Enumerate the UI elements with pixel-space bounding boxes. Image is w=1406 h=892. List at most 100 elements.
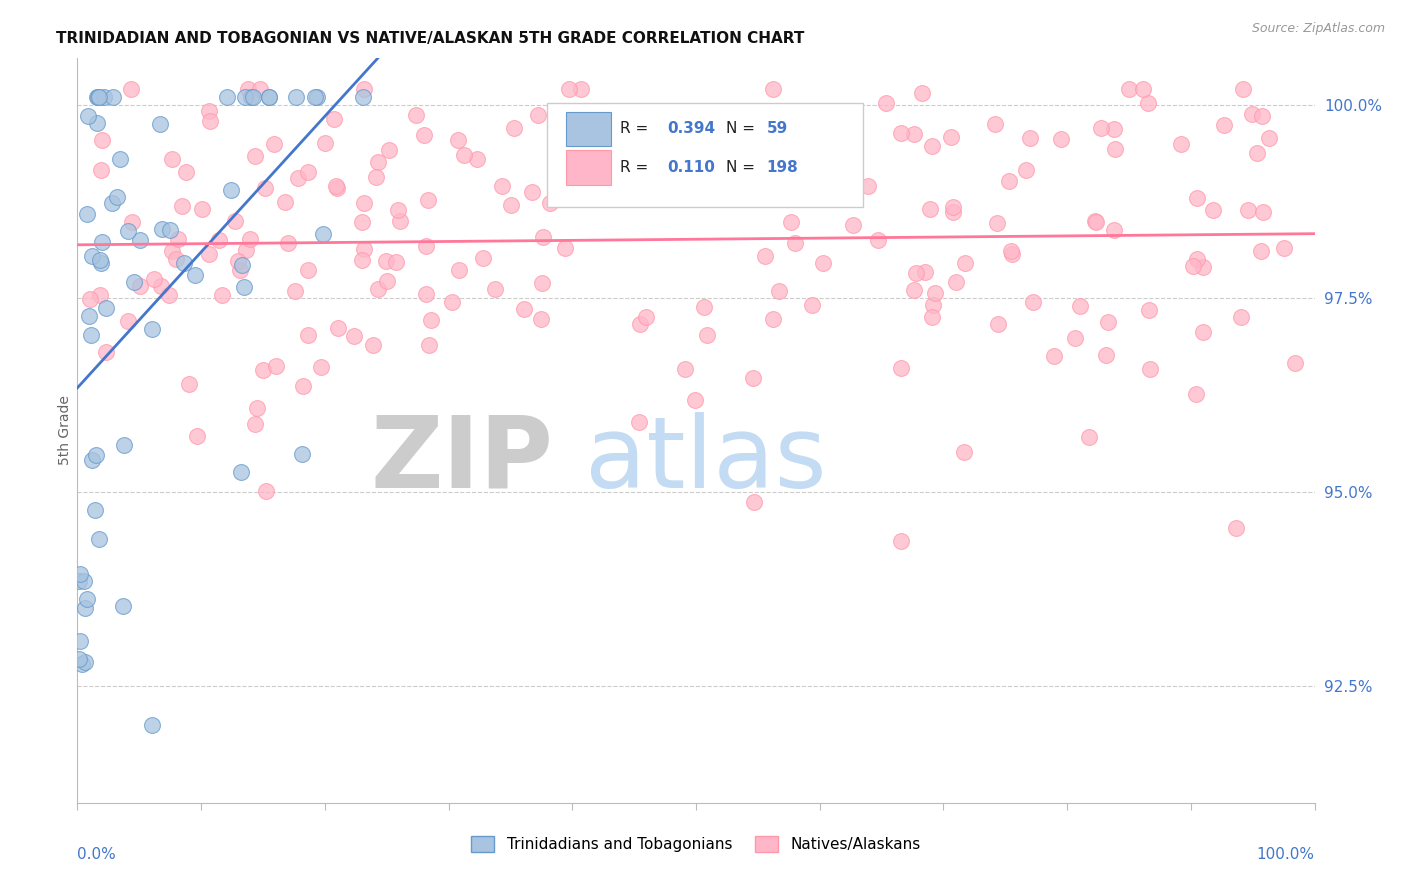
Point (1182, 259, 1205, 273)
Point (309, 359, 332, 374)
Point (176, 165, 198, 179)
Point (150, 222, 173, 236)
Point (554, 183, 576, 197)
Point (1137, 302, 1160, 317)
Point (415, 239, 437, 253)
Point (1191, 325, 1213, 339)
Point (89, 253, 111, 268)
Point (142, 272, 165, 286)
Point (693, 300, 716, 314)
Point (921, 138, 943, 153)
Point (326, 320, 349, 334)
Point (90, 256, 112, 270)
Point (325, 181, 347, 195)
Point (1118, 82, 1140, 96)
Point (291, 379, 314, 393)
Point (121, 214, 143, 228)
Legend: Trinidadians and Tobagonians, Natives/Alaskans: Trinidadians and Tobagonians, Natives/Al… (465, 830, 927, 858)
Point (76, 109, 98, 123)
Point (1136, 96, 1159, 111)
Point (285, 89, 308, 103)
FancyBboxPatch shape (567, 112, 610, 146)
Point (530, 276, 553, 290)
Point (1000, 244, 1022, 258)
Point (1192, 260, 1215, 275)
Point (418, 338, 440, 352)
Point (1132, 82, 1154, 96)
Point (905, 266, 928, 280)
Point (1139, 362, 1161, 376)
Point (90, 235, 112, 250)
Point (314, 136, 336, 151)
Point (634, 310, 657, 325)
Point (1001, 247, 1024, 261)
Point (942, 205, 965, 219)
Point (501, 198, 523, 212)
Point (491, 178, 513, 193)
Point (297, 165, 319, 179)
Point (1043, 349, 1066, 363)
Point (170, 199, 193, 213)
Point (69, 634, 91, 648)
Point (984, 117, 1007, 131)
Point (254, 483, 277, 498)
Point (1272, 241, 1295, 255)
Point (211, 288, 233, 302)
Point (1237, 203, 1260, 218)
Point (890, 360, 912, 375)
Text: 100.0%: 100.0% (1257, 847, 1315, 863)
Point (690, 105, 713, 120)
Point (186, 429, 208, 443)
Point (160, 152, 183, 166)
Point (939, 130, 962, 145)
Point (215, 89, 238, 103)
Point (128, 233, 150, 247)
Point (105, 190, 128, 204)
Point (184, 268, 207, 282)
Point (1225, 521, 1247, 535)
Point (141, 718, 163, 732)
Point (634, 145, 657, 160)
Point (367, 155, 389, 169)
Point (779, 215, 801, 229)
Point (875, 96, 897, 111)
Text: 198: 198 (766, 160, 799, 175)
Point (361, 338, 384, 352)
Point (350, 253, 373, 268)
Point (783, 236, 806, 251)
Point (1232, 82, 1254, 96)
Point (758, 152, 780, 166)
Point (177, 377, 200, 392)
Text: TRINIDADIAN AND TOBAGONIAN VS NATIVE/ALASKAN 5TH GRADE CORRELATION CHART: TRINIDADIAN AND TOBAGONIAN VS NATIVE/ALA… (56, 31, 804, 46)
FancyBboxPatch shape (567, 151, 610, 185)
Point (1084, 215, 1107, 229)
Point (683, 392, 706, 407)
Point (243, 149, 266, 163)
Point (842, 218, 865, 232)
Point (735, 119, 758, 133)
Point (1104, 142, 1126, 156)
Point (1246, 145, 1268, 160)
Text: Source: ZipAtlas.com: Source: ZipAtlas.com (1251, 22, 1385, 36)
Text: R =: R = (620, 160, 654, 175)
Point (741, 371, 763, 385)
Point (472, 251, 495, 265)
Point (67, 574, 90, 589)
Point (1213, 118, 1236, 132)
Point (538, 195, 561, 210)
Point (90, 162, 112, 177)
Point (73, 601, 96, 615)
Point (173, 255, 195, 269)
Point (84, 503, 107, 517)
Point (903, 283, 925, 297)
Point (226, 253, 249, 268)
Point (208, 233, 231, 247)
Point (90, 133, 112, 147)
Point (413, 128, 436, 143)
Point (378, 143, 401, 157)
Point (820, 172, 842, 186)
Point (1019, 131, 1042, 145)
Point (1284, 356, 1306, 370)
Point (823, 177, 845, 191)
Point (264, 359, 287, 374)
